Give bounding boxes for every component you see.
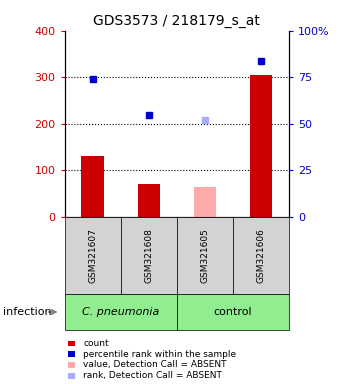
Bar xyxy=(193,187,216,217)
Text: GSM321605: GSM321605 xyxy=(200,228,209,283)
Text: GSM321606: GSM321606 xyxy=(256,228,266,283)
Text: rank, Detection Call = ABSENT: rank, Detection Call = ABSENT xyxy=(83,371,222,380)
Text: percentile rank within the sample: percentile rank within the sample xyxy=(83,350,236,359)
Text: control: control xyxy=(214,307,252,317)
Text: infection: infection xyxy=(3,307,52,317)
Bar xyxy=(81,156,104,217)
Text: value, Detection Call = ABSENT: value, Detection Call = ABSENT xyxy=(83,361,227,369)
Text: C. pneumonia: C. pneumonia xyxy=(82,307,159,317)
Text: GSM321607: GSM321607 xyxy=(88,228,97,283)
Text: count: count xyxy=(83,339,109,348)
Bar xyxy=(137,184,160,217)
Text: GSM321608: GSM321608 xyxy=(144,228,153,283)
Bar xyxy=(250,75,272,217)
Title: GDS3573 / 218179_s_at: GDS3573 / 218179_s_at xyxy=(94,14,260,28)
